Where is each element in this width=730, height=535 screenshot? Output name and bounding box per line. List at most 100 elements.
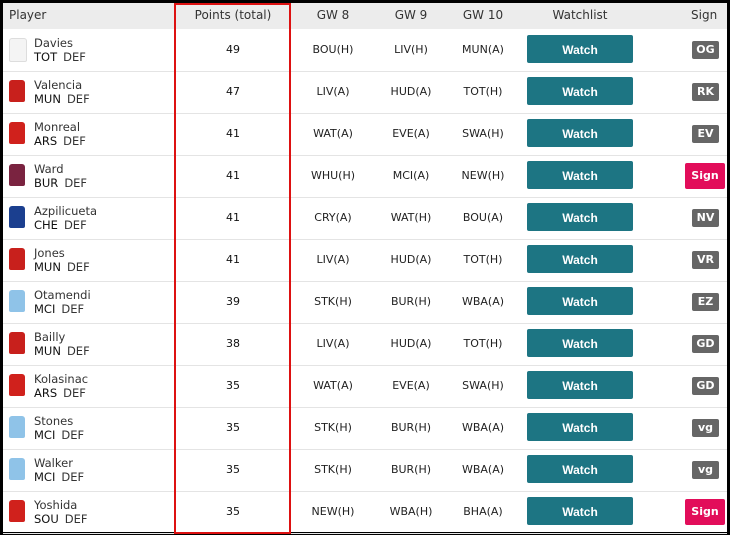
watch-button[interactable]: Watch <box>527 203 633 231</box>
team-shirt-icon <box>9 122 25 144</box>
table-row: Monreal ARS DEF 41 WAT(A) EVE(A) SWA(H) W… <box>3 113 727 156</box>
fixture-gw10: WBA(A) <box>461 295 505 308</box>
player-name[interactable]: Bailly <box>34 330 66 344</box>
fixture-gw8: CRY(A) <box>314 211 352 224</box>
player-team: ARS DEF <box>34 134 86 148</box>
watch-button[interactable]: Watch <box>527 77 633 105</box>
fixture-gw10: BOU(A) <box>462 211 504 224</box>
player-name[interactable]: Kolasinac <box>34 372 89 386</box>
team-code: ARS <box>34 134 58 148</box>
watch-button[interactable]: Watch <box>527 413 633 441</box>
sign-badge[interactable]: VR <box>692 251 719 269</box>
table-row: Valencia MUN DEF 47 LIV(A) HUD(A) TOT(H) … <box>3 71 727 114</box>
watch-button[interactable]: Watch <box>527 455 633 483</box>
fixture-gw9: LIV(H) <box>394 43 428 56</box>
table-row: Ward BUR DEF 41 WHU(H) MCI(A) NEW(H) Watc… <box>3 155 727 198</box>
player-team: MCI DEF <box>34 470 84 484</box>
player-position: DEF <box>63 50 86 64</box>
player-name[interactable]: Yoshida <box>34 498 78 512</box>
sign-badge[interactable]: GD <box>692 377 719 395</box>
header-watchlist: Watchlist <box>552 8 608 22</box>
watch-button[interactable]: Watch <box>527 35 633 63</box>
header-points[interactable]: Points (total) <box>194 8 272 22</box>
sign-badge[interactable]: GD <box>692 335 719 353</box>
team-code: TOT <box>34 50 58 64</box>
table-row: Yoshida SOU DEF 35 NEW(H) WBA(H) BHA(A) W… <box>3 491 727 534</box>
sign-button[interactable]: Sign <box>685 163 725 189</box>
player-team: MCI DEF <box>34 302 84 316</box>
fixture-gw9: EVE(A) <box>392 379 430 392</box>
fixture-gw10: WBA(A) <box>461 421 505 434</box>
player-name[interactable]: Walker <box>34 456 73 470</box>
team-shirt-icon <box>9 206 25 228</box>
player-name[interactable]: Davies <box>34 36 73 50</box>
fixture-gw10: WBA(A) <box>461 463 505 476</box>
team-code: MUN <box>34 260 61 274</box>
points-total: 41 <box>226 169 240 182</box>
player-position: DEF <box>66 260 90 274</box>
sign-badge[interactable]: vg <box>692 461 719 479</box>
table-row: Kolasinac ARS DEF 35 WAT(A) EVE(A) SWA(H)… <box>3 365 727 408</box>
watch-button[interactable]: Watch <box>527 287 633 315</box>
header-gw10: GW 10 <box>462 8 504 22</box>
sign-badge[interactable]: EV <box>692 125 719 143</box>
fixture-gw8: LIV(A) <box>316 253 350 266</box>
table-row: Jones MUN DEF 41 LIV(A) HUD(A) TOT(H) Wat… <box>3 239 727 282</box>
player-name[interactable]: Jones <box>34 246 65 260</box>
fixture-gw8: STK(H) <box>314 421 352 434</box>
fixture-gw9: BUR(H) <box>390 295 432 308</box>
sign-badge[interactable]: EZ <box>692 293 719 311</box>
player-team: ARS DEF <box>34 386 86 400</box>
player-position: DEF <box>61 302 85 316</box>
player-position: DEF <box>63 386 86 400</box>
watch-button[interactable]: Watch <box>527 329 633 357</box>
watch-button[interactable]: Watch <box>527 497 633 525</box>
sign-badge[interactable]: vg <box>692 419 719 437</box>
team-shirt-icon <box>9 38 27 62</box>
points-total: 41 <box>226 253 240 266</box>
fixture-gw9: BUR(H) <box>390 421 432 434</box>
player-name[interactable]: Stones <box>34 414 74 428</box>
team-code: ARS <box>34 386 58 400</box>
player-team: BUR DEF <box>34 176 87 190</box>
player-position: DEF <box>63 218 87 232</box>
team-shirt-icon <box>9 80 25 102</box>
fixture-gw9: WAT(H) <box>390 211 432 224</box>
table-row: Bailly MUN DEF 38 LIV(A) HUD(A) TOT(H) Wa… <box>3 323 727 366</box>
fixture-gw10: SWA(H) <box>462 127 504 140</box>
team-shirt-icon <box>9 374 25 396</box>
player-name[interactable]: Azpilicueta <box>34 204 98 218</box>
fixture-gw10: TOT(H) <box>463 253 503 266</box>
fixture-gw9: MCI(A) <box>392 169 430 182</box>
player-name[interactable]: Valencia <box>34 78 83 92</box>
sign-badge[interactable]: NV <box>692 209 719 227</box>
points-total: 47 <box>226 85 240 98</box>
watch-button[interactable]: Watch <box>527 161 633 189</box>
team-code: MCI <box>34 302 56 316</box>
fixture-gw9: BUR(H) <box>390 463 432 476</box>
team-shirt-icon <box>9 164 25 186</box>
sign-badge[interactable]: RK <box>692 83 719 101</box>
player-name[interactable]: Monreal <box>34 120 81 134</box>
header-player[interactable]: Player <box>9 8 47 22</box>
team-shirt-icon <box>9 332 25 354</box>
watch-button[interactable]: Watch <box>527 245 633 273</box>
player-name[interactable]: Ward <box>34 162 64 176</box>
sign-button[interactable]: Sign <box>685 499 725 525</box>
sign-badge[interactable]: OG <box>692 41 719 59</box>
watch-button[interactable]: Watch <box>527 371 633 399</box>
fixture-gw9: EVE(A) <box>392 127 430 140</box>
watch-button[interactable]: Watch <box>527 119 633 147</box>
player-position: DEF <box>64 176 88 190</box>
table-row: Otamendi MCI DEF 39 STK(H) BUR(H) WBA(A) … <box>3 281 727 324</box>
player-team: TOT DEF <box>34 50 86 64</box>
table-row: Stones MCI DEF 35 STK(H) BUR(H) WBA(A) Wa… <box>3 407 727 450</box>
team-shirt-icon <box>9 416 25 438</box>
points-total: 35 <box>226 379 240 392</box>
team-code: BUR <box>34 176 59 190</box>
fixture-gw10: BHA(A) <box>463 505 503 518</box>
fixture-gw8: WHU(H) <box>310 169 356 182</box>
fixture-gw8: STK(H) <box>314 295 352 308</box>
player-name[interactable]: Otamendi <box>34 288 91 302</box>
